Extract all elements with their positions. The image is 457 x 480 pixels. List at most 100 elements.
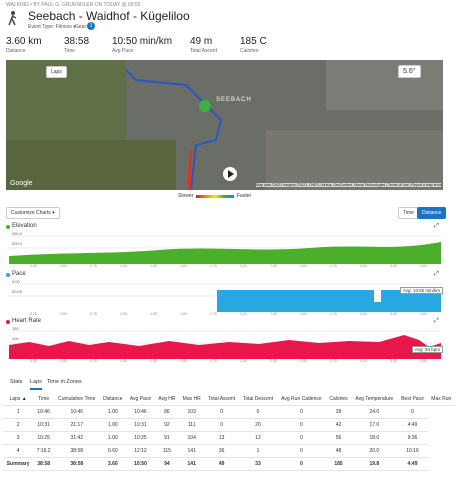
table-cell: 91 [154,431,180,445]
x-label: 1.25 [150,312,157,316]
y-label: 0:00 [12,279,20,284]
table-cell: 38:58 [54,457,100,471]
y-label: 50 [12,346,17,351]
stat-value: 38:58 [64,36,90,47]
table-cell: 10:31 [33,418,55,432]
table-cell: 3.60 [99,457,127,471]
column-header[interactable]: Avg Temperature [351,393,398,406]
time-toggle[interactable]: Time [398,207,419,219]
table-cell: 21:17 [54,418,100,432]
x-label: 3.50 [420,359,427,363]
table-cell: 24.0 [351,405,398,419]
stat-label: Avg Pace [112,48,134,54]
column-header[interactable]: Avg HR [154,393,180,406]
table-cell: 4:49 [397,457,428,471]
table-cell: 141 [179,457,205,471]
tab[interactable]: Time in Zones [47,379,82,385]
tab[interactable]: Laps [30,379,42,390]
activity-title[interactable]: Seebach - Waidhof - Kügeliloo [28,9,190,23]
x-label: 3.00 [360,264,367,268]
column-header[interactable]: Avg Pace [126,393,155,406]
stat-value: 10:50 min/km [112,36,173,47]
table-cell: 10:46 [126,405,155,419]
map-imagery [6,60,443,190]
x-label: 1.25 [150,359,157,363]
y-label: 50:00 [12,289,23,294]
x-label: 0.75 [90,359,97,363]
column-header[interactable]: Max HR [179,393,205,406]
table-cell: 2 [3,418,34,432]
table-cell: 0 [277,405,326,419]
table-cell: 10:25 [126,431,155,445]
table-cell: 10:50 [126,457,155,471]
column-header[interactable]: Laps ▲ [3,393,34,406]
y-label: 550.0 [12,231,23,236]
table-cell: 1.00 [99,405,127,419]
column-header[interactable]: Total Descent [238,393,277,406]
chart-area [9,242,441,264]
table-cell: 0.60 [99,444,127,458]
chart-dot [6,273,10,277]
column-header[interactable]: Total Ascent [204,393,239,406]
x-label: 2.75 [330,359,337,363]
stat-label: Total Ascent [190,48,217,54]
x-label: 3.25 [390,312,397,316]
chart-plot [9,330,441,359]
x-label: 1.50 [180,264,187,268]
x-label: 3.25 [390,264,397,268]
table-cell: 18.0 [351,431,398,445]
chart-plot [9,283,441,312]
laps-button[interactable]: Laps [46,66,67,78]
chart-dot [6,225,10,229]
table-cell: 20 [238,418,277,432]
activity-line: WALKING • BY PAUL G. GRUENDLER ON TODAY … [6,2,141,8]
table-cell: 4:49 [397,418,428,432]
column-header[interactable]: Cumulative Time [54,393,100,406]
table-cell: 10:46 [33,405,55,419]
tab[interactable]: Stats [10,379,23,385]
table-cell: 12:12 [126,444,155,458]
event-type[interactable]: Event Type: Fitness ▾ [28,24,76,30]
table-cell: 115 [154,444,180,458]
table-cell: 12 [238,431,277,445]
table-cell: 0 [204,418,239,432]
table-cell: 0 [238,405,277,419]
table-cell: 111 [179,418,205,432]
column-header[interactable]: Max Run [427,393,455,406]
legend-slower: Slower [178,193,194,199]
x-label: 2.50 [300,312,307,316]
table-cell: 7:16.2 [33,444,55,458]
gear-count[interactable]: 1 [87,22,95,30]
column-header[interactable]: Time [33,393,55,406]
table-cell: 185 [325,457,352,471]
x-label: 3.50 [420,264,427,268]
column-header[interactable]: Best Pace [397,393,428,406]
table-cell: 103 [179,405,205,419]
map[interactable]: Laps SEEBACH 5.6° Google Map data ©2021 … [6,60,443,190]
x-label: 1.00 [120,264,127,268]
x-label: 3.50 [420,312,427,316]
x-label: 1.50 [180,312,187,316]
stat-label: Calories [240,48,259,54]
table-cell: 1 [3,405,34,419]
table-cell: 10:25 [33,431,55,445]
table-cell: 38:58 [54,444,100,458]
table-cell: 4 [3,444,34,458]
x-label: 2.50 [300,359,307,363]
distance-toggle[interactable]: Distance [417,207,447,219]
customize-charts[interactable]: Customize Charts ▾ [6,207,60,219]
table-cell: 3 [3,431,34,445]
table-cell: 42 [325,418,352,432]
column-header[interactable]: Avg Run Cadence [277,393,326,406]
activity-icon [8,11,17,26]
y-label: 100 [12,336,19,341]
table-row: 4 7:16.2 38:58 0.60 12:12 115 141 36 1 0 48 20.0 10:… [3,444,455,458]
table-cell: 10:31 [126,418,155,432]
table-cell: 141 [179,444,205,458]
x-label: 1.50 [180,359,187,363]
column-header[interactable]: Distance [99,393,127,406]
table-cell: 10:16 [397,444,428,458]
stat-value: 185 C [240,36,267,47]
x-label: 2.25 [270,359,277,363]
column-header[interactable]: Calories [325,393,352,406]
